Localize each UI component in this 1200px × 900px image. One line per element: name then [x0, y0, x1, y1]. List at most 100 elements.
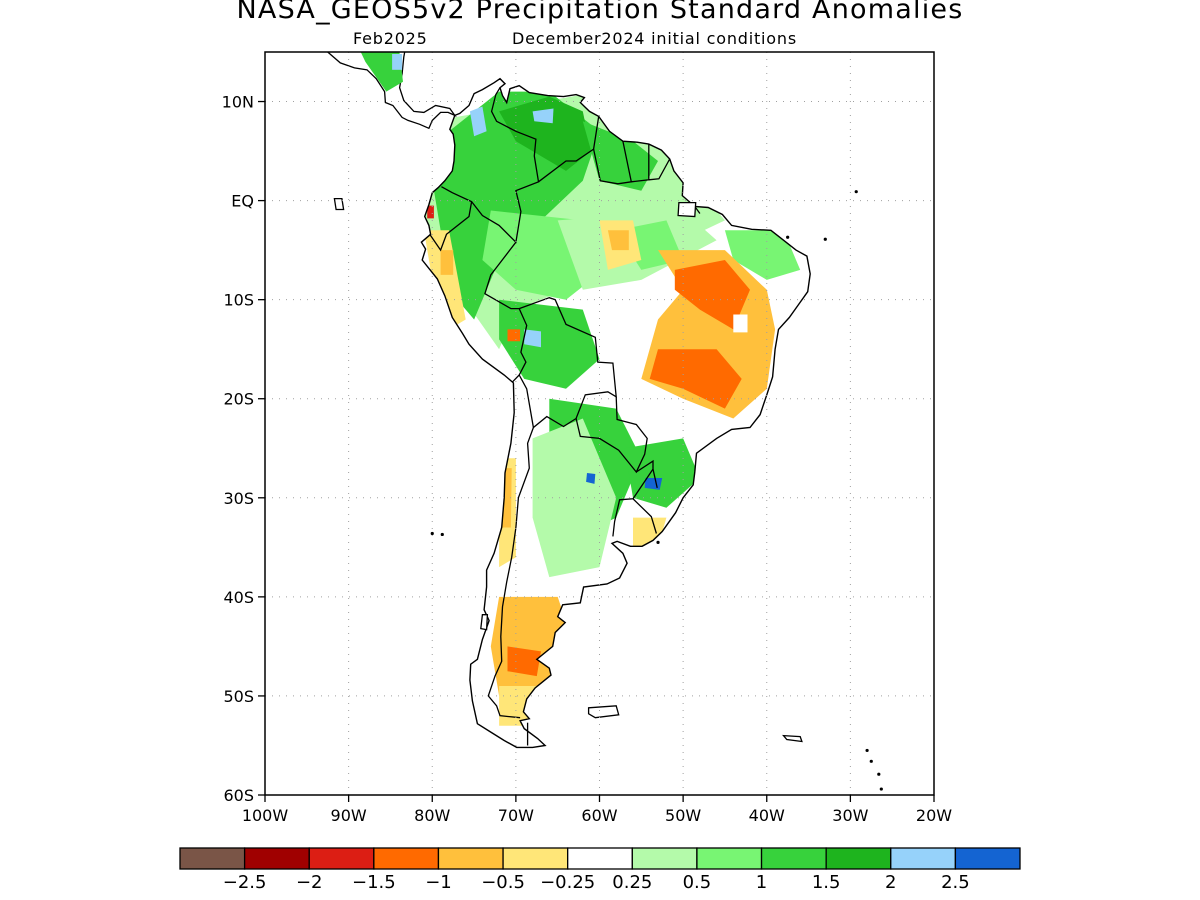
border-line — [441, 87, 540, 244]
lat-tick-label: 60S — [223, 786, 254, 805]
lon-tick-label: 20W — [916, 806, 952, 825]
small-island — [896, 31, 899, 34]
colorbar-swatch — [825, 847, 892, 870]
anomaly-lightblue-venezuela — [532, 108, 554, 124]
anomaly-shading — [421, 91, 801, 726]
lat-tick-label: 50S — [223, 687, 254, 706]
lat-tick-label: 40S — [223, 588, 254, 607]
colorbar-label: 2 — [885, 872, 896, 893]
lon-tick-label: 70W — [498, 806, 534, 825]
small-island — [656, 540, 660, 544]
anomaly-deeporange-east-brazil-south — [649, 349, 742, 409]
galapagos — [333, 197, 345, 211]
south-america-coastline — [420, 77, 811, 749]
small-island — [865, 748, 869, 753]
colorbar-label: −1.5 — [352, 872, 396, 893]
anomaly-lightblue-colombia — [469, 106, 487, 137]
colorbar-label: 2.5 — [941, 872, 970, 893]
lat-tick-label: 10N — [222, 93, 254, 112]
central-america-shading — [360, 52, 403, 92]
small-island — [877, 772, 881, 776]
border-line — [632, 498, 658, 534]
border-line — [487, 427, 535, 719]
colorbar: −2.5 −2 −1.5 −1 −0.5 −0.25 0.25 0.5 1 1.5 2 2.5 — [179, 847, 1021, 893]
lat-tick-label: 10S — [223, 291, 254, 310]
latitude-axis: 10N EQ 10S 20S 30S 40S 50S 60S — [222, 93, 265, 805]
colorbar-swatch — [179, 847, 246, 870]
islands — [333, 31, 899, 791]
lon-tick-label: 60W — [581, 806, 617, 825]
border-line — [652, 468, 658, 489]
border-line — [429, 201, 473, 252]
colorbar-swatch — [437, 847, 504, 870]
colorbar-label: 1 — [756, 872, 767, 893]
anomaly-lightgreen-argentina — [532, 418, 617, 578]
lat-tick-label: EQ — [231, 192, 254, 211]
page-title: NASA_GEOS5v2 Precipitation Standard Anom… — [236, 0, 964, 25]
small-island — [891, 33, 894, 36]
colorbar-label: −0.5 — [481, 872, 525, 893]
forecast-month: Feb2025 — [353, 29, 428, 48]
lon-tick-label: 100W — [242, 806, 289, 825]
anomaly-blue-paraguay — [586, 473, 596, 484]
falkland-islands — [587, 705, 620, 719]
colorbar-label: 0.5 — [683, 872, 712, 893]
colorbar-label: −1 — [425, 872, 452, 893]
border-line — [592, 141, 633, 185]
marajo — [677, 201, 697, 218]
small-island — [869, 759, 873, 763]
anomaly-green-east-coast-north — [724, 230, 801, 280]
small-island — [854, 190, 858, 194]
anomaly-blue-south-brazil — [644, 478, 663, 490]
anomaly-lightblue-bolivia — [524, 329, 541, 348]
small-island — [879, 787, 883, 791]
lon-tick-label: 80W — [414, 806, 450, 825]
colorbar-label: −2.5 — [223, 872, 267, 893]
map-gridlines — [265, 52, 934, 795]
lon-tick-label: 30W — [832, 806, 868, 825]
anomaly-green-guyana — [582, 121, 658, 191]
border-line — [648, 158, 671, 181]
colorbar-swatch — [760, 847, 827, 870]
colorbar-label: −2 — [296, 872, 323, 893]
south-georgia — [782, 734, 803, 743]
lat-tick-label: 30S — [223, 489, 254, 508]
anomaly-deeporange-patagonia — [507, 646, 541, 677]
initial-conditions: December2024 initial conditions — [512, 29, 797, 48]
anomaly-green-venezuela — [499, 96, 592, 171]
lon-tick-label: 40W — [749, 806, 785, 825]
chiloe — [480, 614, 489, 631]
anomaly-orange-patagonia — [490, 596, 575, 696]
border-line — [575, 396, 648, 474]
border-line — [538, 116, 600, 183]
colorbar-label: −0.25 — [540, 872, 595, 893]
longitude-axis: 100W 90W 80W 70W 60W 50W 40W 30W 20W — [242, 795, 952, 825]
anomaly-yellow-patagonia-south — [499, 686, 541, 726]
anomaly-orange-central-spot — [607, 230, 629, 251]
anomaly-white-patch — [733, 314, 748, 333]
colorbar-swatch — [631, 847, 698, 870]
colorbar-label: 1.5 — [812, 872, 841, 893]
anomaly-red-ecuador-spot — [427, 205, 434, 219]
colorbar-swatch — [890, 847, 957, 870]
anomaly-central-america-lightblue — [392, 54, 403, 70]
small-island — [440, 532, 444, 537]
colorbar-swatch — [502, 847, 569, 870]
colorbar-swatch — [308, 847, 375, 870]
small-island — [823, 237, 827, 241]
central-america-landmass — [326, 52, 457, 130]
anomaly-yellow-peru-coast — [423, 230, 466, 330]
colorbar-swatch — [243, 847, 310, 870]
anomaly-deeporange-east-brazil-north — [674, 260, 750, 330]
lon-tick-label: 90W — [331, 806, 367, 825]
colorbar-swatch — [567, 847, 633, 870]
border-line — [484, 241, 528, 383]
colorbar-swatch — [696, 847, 763, 870]
colorbar-label: 0.25 — [612, 872, 652, 893]
small-island — [786, 235, 790, 239]
land-layer — [326, 31, 899, 791]
colorbar-swatch — [373, 847, 440, 870]
lat-tick-label: 20S — [223, 390, 254, 409]
